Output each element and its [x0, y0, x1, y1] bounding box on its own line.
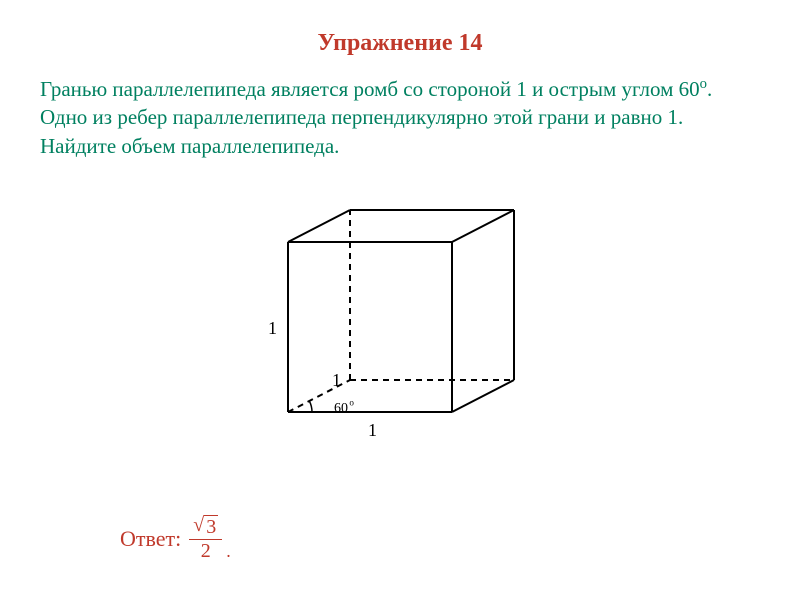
answer: Ответ: √ 3 2 .: [120, 515, 231, 562]
svg-text:1: 1: [268, 318, 277, 338]
sqrt-radicand: 3: [204, 515, 218, 538]
angle-arc: [309, 401, 312, 412]
answer-label: Ответ:: [120, 526, 181, 552]
exercise-title: Упражнение 14: [40, 30, 760, 57]
sqrt: √ 3: [193, 515, 218, 538]
figure-container: 1 1 1 60о: [40, 168, 760, 453]
radical-sign: √: [193, 515, 204, 535]
answer-denominator: 2: [197, 540, 215, 562]
answer-period: .: [226, 542, 231, 562]
solid-edges: [288, 210, 514, 412]
parallelepiped-figure: 1 1 1 60о: [230, 168, 570, 448]
problem-degree-sup: о: [700, 76, 707, 92]
svg-text:60: 60: [334, 401, 348, 416]
slide: Упражнение 14 Гранью параллелепипеда явл…: [0, 0, 800, 600]
problem-statement: Гранью параллелепипеда является ромб со …: [40, 75, 760, 160]
figure-labels: 1 1 1 60о: [268, 318, 377, 440]
dashed-edges: [288, 210, 514, 412]
svg-text:о: о: [349, 398, 354, 408]
problem-text-a: Гранью параллелепипеда является ромб со …: [40, 77, 700, 101]
answer-numerator: √ 3: [189, 515, 222, 540]
svg-text:1: 1: [332, 370, 341, 390]
answer-fraction: √ 3 2: [189, 515, 222, 562]
svg-text:1: 1: [368, 420, 377, 440]
